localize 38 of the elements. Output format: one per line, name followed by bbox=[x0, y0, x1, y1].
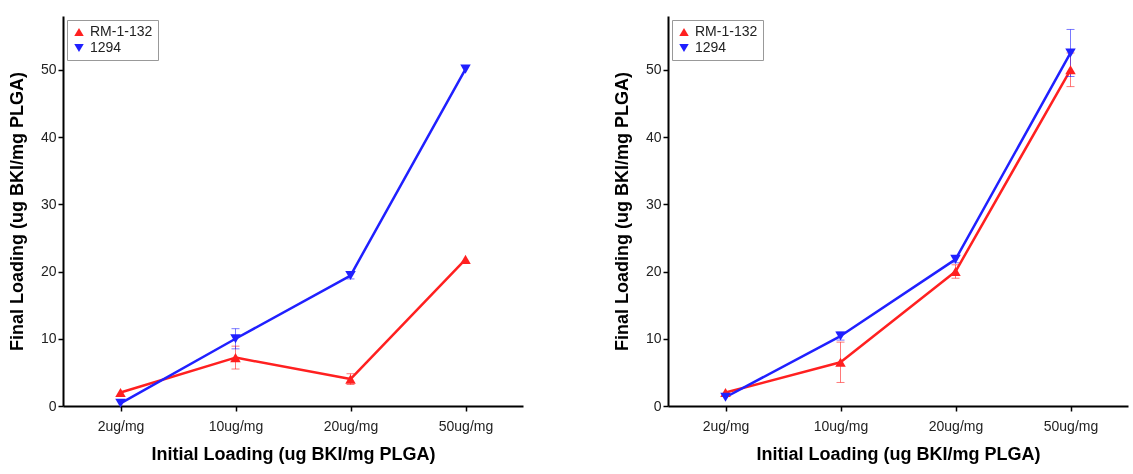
x-axis-title: Initial Loading (ug BKI/mg PLGA) bbox=[151, 443, 436, 464]
y-tick-label: 0 bbox=[48, 397, 57, 414]
y-tick-label: 30 bbox=[40, 195, 57, 212]
legend-label: 1294 bbox=[695, 39, 727, 55]
y-tick-label: 0 bbox=[653, 397, 662, 414]
point bbox=[230, 353, 241, 363]
y-tick-label: 10 bbox=[40, 330, 57, 347]
legend-label: 1294 bbox=[90, 39, 122, 55]
x-tick-label: 2ug/mg bbox=[97, 417, 145, 434]
y-tick-label: 50 bbox=[645, 61, 662, 78]
y-tick-label: 20 bbox=[40, 263, 57, 280]
point bbox=[460, 64, 471, 74]
point bbox=[230, 334, 241, 344]
point bbox=[835, 357, 846, 367]
point bbox=[720, 392, 731, 402]
point bbox=[115, 388, 126, 398]
x-tick-label: 10ug/mg bbox=[813, 417, 869, 434]
y-axis-title: Final Loading (ug BKI/mg PLGA) bbox=[6, 72, 27, 351]
point bbox=[460, 254, 471, 264]
legend-label: RM-1-132 bbox=[90, 23, 153, 39]
y-tick-label: 30 bbox=[645, 195, 662, 212]
y-tick-label: 40 bbox=[645, 128, 662, 145]
y-axis-title: Final Loading (ug BKI/mg PLGA) bbox=[611, 72, 632, 351]
x-tick-label: 10ug/mg bbox=[208, 417, 264, 434]
x-tick-label: 20ug/mg bbox=[323, 417, 379, 434]
y-tick-label: 40 bbox=[40, 128, 57, 145]
x-axis-title: Initial Loading (ug BKI/mg PLGA) bbox=[756, 443, 1041, 464]
legend-label: RM-1-132 bbox=[695, 23, 758, 39]
y-tick-label: 50 bbox=[40, 61, 57, 78]
x-tick-label: 50ug/mg bbox=[438, 417, 494, 434]
point bbox=[115, 398, 126, 408]
x-tick-label: 20ug/mg bbox=[928, 417, 984, 434]
x-tick-label: 2ug/mg bbox=[702, 417, 750, 434]
y-tick-label: 20 bbox=[645, 263, 662, 280]
x-tick-label: 50ug/mg bbox=[1043, 417, 1099, 434]
point bbox=[1065, 48, 1076, 58]
y-tick-label: 10 bbox=[645, 330, 662, 347]
point bbox=[1065, 65, 1076, 75]
